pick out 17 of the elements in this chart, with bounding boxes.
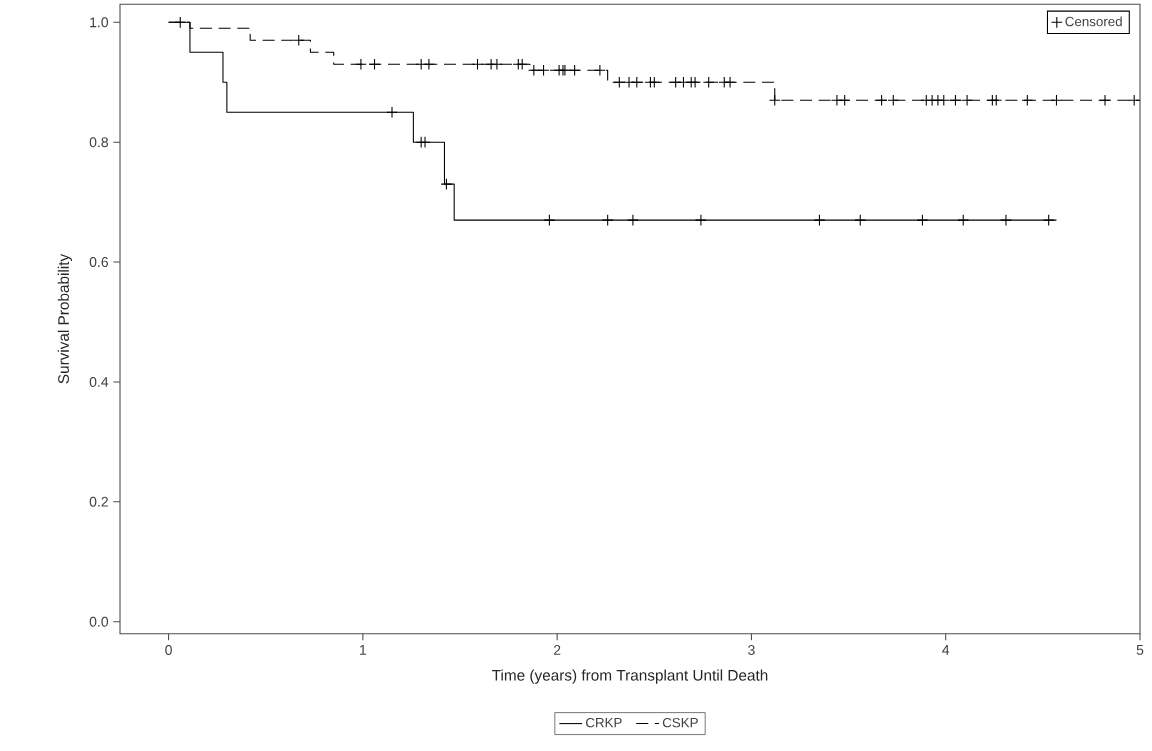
x-tick-label: 0 xyxy=(165,645,172,655)
x-tick-label: 2 xyxy=(553,645,561,655)
legend-label: CRKP xyxy=(586,717,622,728)
x-tick-label: 4 xyxy=(942,645,950,655)
x-tick-label: 3 xyxy=(748,645,755,655)
x-axis-title: Time (years) from Transplant Until Death xyxy=(492,669,768,684)
y-axis-title: Survival Probability xyxy=(57,253,73,384)
y-tick-label: 0.2 xyxy=(89,496,108,507)
y-tick-label: 0.4 xyxy=(89,376,109,387)
x-tick-label: 1 xyxy=(360,645,367,655)
y-tick-label: 0.6 xyxy=(89,257,109,268)
x-tick-label: 5 xyxy=(1136,645,1144,655)
legend-label: CSKP xyxy=(662,717,698,728)
y-tick-label: 0.0 xyxy=(89,616,109,627)
legend-label: Censored xyxy=(1065,16,1122,27)
y-tick-label: 0.8 xyxy=(89,137,109,148)
y-tick-label: 1.0 xyxy=(90,17,109,28)
